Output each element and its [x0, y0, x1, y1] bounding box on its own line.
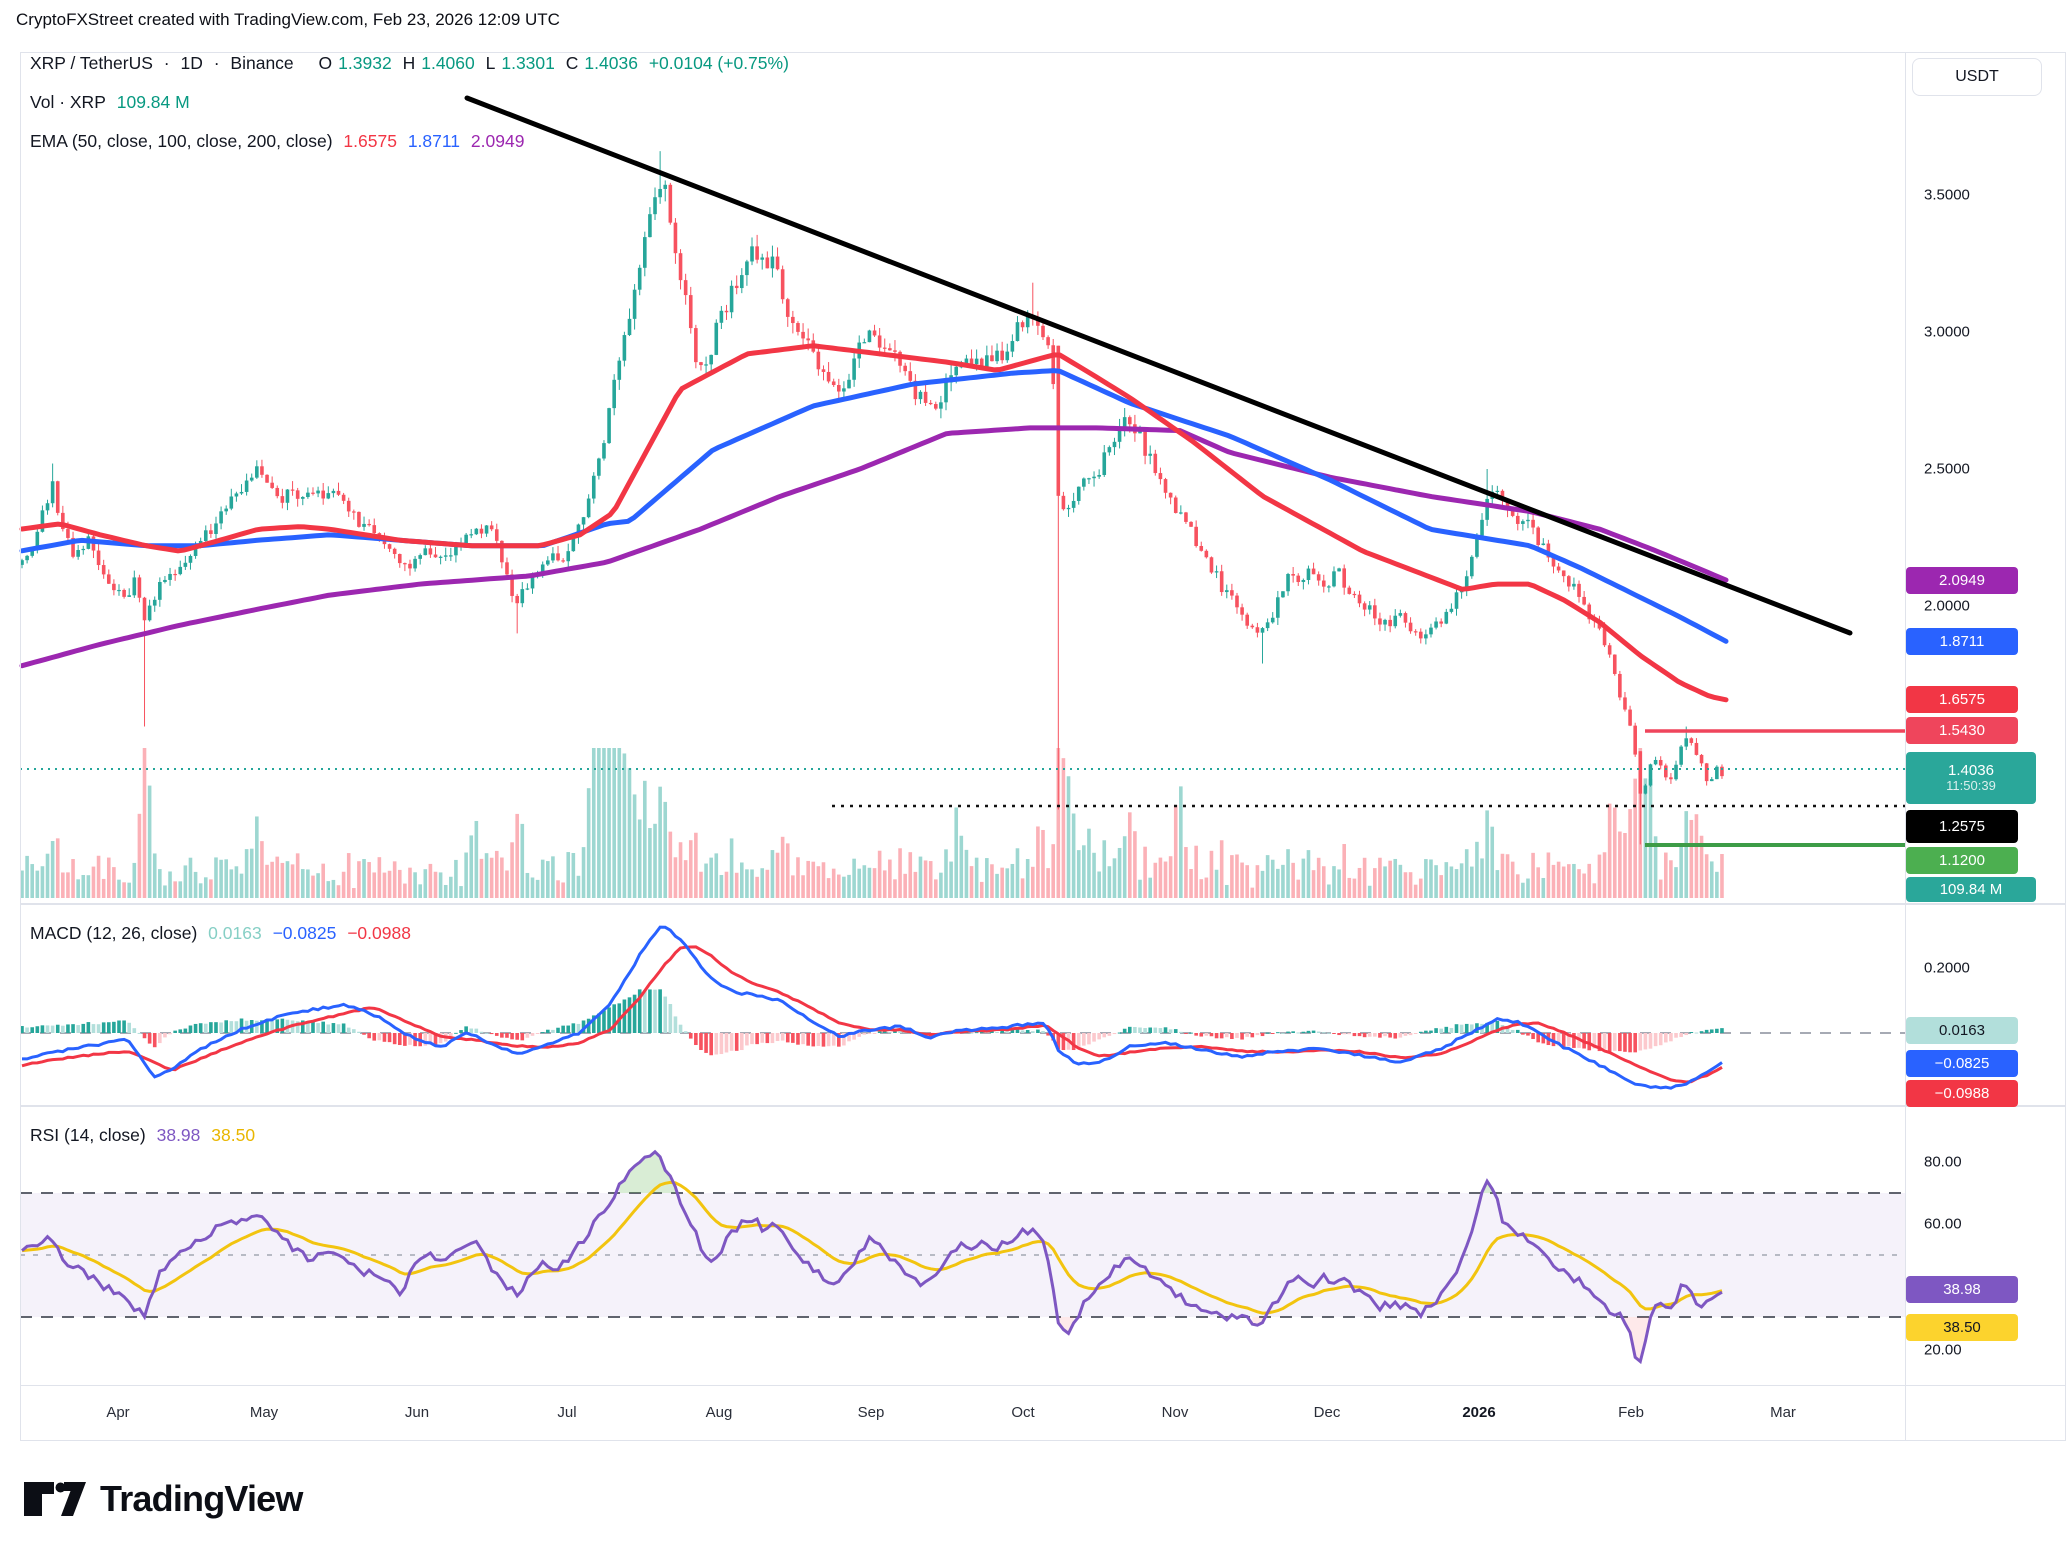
rsi-ma-value: 38.50 [211, 1125, 256, 1145]
time-axis-separator [20, 1385, 2066, 1386]
price-scale-badge: 1.5430 [1906, 717, 2018, 744]
ema50-value: 1.6575 [343, 131, 397, 151]
low-label: L [485, 53, 496, 73]
macd-signal-line [21, 945, 1723, 1084]
price-scale-badge: 38.50 [1906, 1314, 2018, 1341]
ema-label: EMA (50, close, 100, close, 200, close) [30, 131, 333, 151]
rsi-label: RSI (14, close) [30, 1125, 146, 1145]
time-axis-label: 2026 [1462, 1404, 1496, 1421]
rsi-ma-line [21, 1180, 1723, 1315]
price-scale-badge: 1.8711 [1906, 628, 2018, 655]
price-scale-badge: 0.0163 [1906, 1017, 2018, 1044]
change-value: +0.0104 (+0.75%) [648, 53, 789, 73]
macd-hist-value: 0.0163 [208, 923, 262, 943]
exchange-label: Binance [230, 53, 294, 73]
time-axis-label: May [249, 1404, 279, 1421]
ema-100-line [19, 368, 1729, 644]
descending-trendline [464, 95, 1853, 636]
ema100-value: 1.8711 [407, 131, 461, 151]
price-scale-badge: 2.0949 [1906, 567, 2018, 594]
high-value: 1.4060 [421, 53, 475, 73]
ema200-value: 2.0949 [470, 131, 525, 151]
high-label: H [402, 53, 416, 73]
chart-border-top [20, 52, 2066, 53]
axis-tick-label: 0.2000 [1924, 959, 1970, 977]
time-axis-label: Mar [1770, 1404, 1796, 1421]
time-axis-label: Oct [1011, 1404, 1035, 1421]
ema-50-line [19, 343, 1729, 703]
macd-legend[interactable]: MACD (12, 26, close) 0.0163 −0.0825 −0.0… [30, 923, 417, 943]
price-scale-badge: −0.0988 [1906, 1080, 2018, 1107]
currency-toggle-button[interactable]: USDT [1912, 58, 2042, 96]
price-scale-badge: 1.6575 [1906, 686, 2018, 713]
axis-tick-label: 2.0000 [1924, 597, 1970, 615]
ema-200-line [19, 425, 1729, 669]
separator-dot: · [213, 53, 220, 73]
attribution-header: CryptoFXStreet created with TradingView.… [16, 10, 560, 29]
volume-legend[interactable]: Vol · XRP 109.84 M [30, 92, 196, 112]
rsi-panel [21, 1149, 1723, 1365]
time-axis-label: Apr [106, 1404, 130, 1421]
ema-legend[interactable]: EMA (50, close, 100, close, 200, close) … [30, 131, 530, 151]
price-scale-badge: 109.84 M [1906, 877, 2036, 902]
macd-line-value: −0.0825 [272, 923, 337, 943]
macd-label: MACD (12, 26, close) [30, 923, 198, 943]
axis-tick-label: 20.00 [1924, 1341, 1962, 1359]
macd-signal-value: −0.0988 [347, 923, 411, 943]
low-value: 1.3301 [501, 53, 555, 73]
rsi-value: 38.98 [156, 1125, 201, 1145]
price-scale-badge: 1.1200 [1906, 847, 2018, 874]
axis-tick-label: 3.5000 [1924, 186, 1970, 204]
time-axis-label: Aug [705, 1404, 733, 1421]
time-axis-label: Dec [1313, 1404, 1341, 1421]
macd-panel [20, 925, 1724, 1090]
time-axis-label: Feb [1618, 1404, 1644, 1421]
rsi-legend[interactable]: RSI (14, close) 38.98 38.50 [30, 1125, 261, 1145]
close-label: C [565, 53, 579, 73]
macd-line [22, 925, 1723, 1090]
panel-separator-macd[interactable] [20, 903, 2066, 905]
time-axis-label: Nov [1161, 1404, 1189, 1421]
open-label: O [318, 53, 333, 73]
volume-label: Vol · XRP [30, 92, 106, 112]
separator-dot: · [163, 53, 170, 73]
price-scale-badge: 1.2575 [1906, 810, 2018, 843]
price-scale-badge: 38.98 [1906, 1276, 2018, 1303]
price-scale-separator[interactable] [1905, 52, 1906, 1440]
candles [20, 151, 1724, 845]
axis-tick-label: 3.0000 [1924, 323, 1970, 341]
tradingview-wordmark: TradingView [100, 1478, 303, 1519]
interval-label[interactable]: 1D [180, 53, 203, 73]
close-value: 1.4036 [584, 53, 638, 73]
tradingview-logo-icon [24, 1482, 86, 1516]
chart-border-right [2065, 52, 2066, 1440]
panel-separator-rsi[interactable] [20, 1105, 2066, 1107]
axis-tick-label: 80.00 [1924, 1153, 1962, 1171]
symbol-name: XRP / TetherUS [30, 53, 153, 73]
volume-histogram [20, 748, 1724, 898]
axis-tick-label: 60.00 [1924, 1215, 1962, 1233]
volume-value: 109.84 M [116, 92, 190, 112]
price-scale-badge: −0.0825 [1906, 1050, 2018, 1077]
tradingview-logo[interactable]: TradingView [23, 1478, 303, 1520]
open-value: 1.3932 [338, 53, 392, 73]
chart-border-bottom [20, 1440, 2066, 1441]
axis-tick-label: 2.5000 [1924, 460, 1970, 478]
time-axis-label: Sep [857, 1404, 885, 1421]
rsi-line [21, 1149, 1723, 1365]
chart-border-left [20, 52, 21, 1440]
time-axis-label: Jun [404, 1404, 430, 1421]
time-axis-label: Jul [557, 1404, 577, 1421]
price-scale-badge: 1.4036 11:50:39 [1906, 752, 2036, 804]
